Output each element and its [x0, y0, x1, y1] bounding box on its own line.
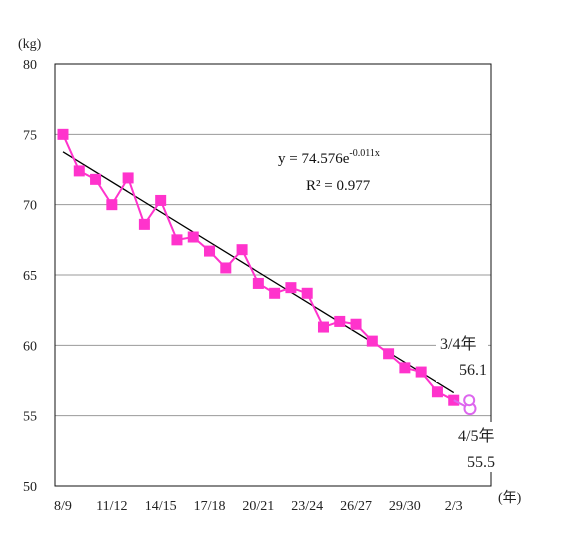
y-tick-labels: 50 55 60 65 70 75 80: [23, 58, 37, 495]
data-point: [106, 199, 118, 211]
data-point: [252, 277, 264, 289]
data-point: [399, 362, 411, 374]
gridlines: [55, 133, 491, 417]
data-point: [90, 173, 102, 185]
series-group: [57, 128, 477, 416]
projection-point: [463, 394, 476, 407]
y-tick-label: 75: [23, 128, 37, 143]
y-axis-unit: (kg): [18, 37, 42, 52]
annotation-label-1: 3/4年: [440, 335, 476, 353]
data-point: [236, 244, 248, 256]
y-tick-label: 70: [23, 199, 37, 214]
annotation-box-2: [452, 422, 512, 472]
trend-equation-base: y = 74.576e: [278, 151, 350, 167]
y-tick-label: 60: [23, 339, 37, 354]
data-point: [171, 234, 183, 246]
data-point: [187, 231, 199, 243]
y-tick-label: 50: [23, 480, 37, 495]
x-tick-label: 14/15: [145, 499, 177, 514]
data-point: [334, 315, 346, 327]
x-tick-label: 29/30: [389, 499, 421, 514]
annotation-label-2: 4/5年: [458, 427, 494, 445]
x-tick-label: 26/27: [340, 499, 372, 514]
data-point: [285, 282, 297, 294]
y-tick-label: 80: [23, 58, 37, 73]
x-tick-label: 20/21: [242, 499, 274, 514]
y-tick-label: 65: [23, 269, 37, 284]
x-tick-label: 11/12: [96, 499, 127, 514]
data-point: [383, 348, 395, 360]
data-point: [301, 287, 313, 299]
data-point: [415, 366, 427, 378]
x-tick-label: 8/9: [54, 499, 72, 514]
data-point: [350, 318, 362, 330]
annotation-value-1: 56.1: [459, 362, 487, 379]
y-tick-label: 55: [23, 410, 37, 425]
data-point: [122, 172, 134, 184]
data-point: [431, 386, 443, 398]
data-point: [155, 194, 167, 206]
x-tick-label: 17/18: [194, 499, 226, 514]
data-point: [204, 245, 216, 257]
data-point: [220, 262, 232, 274]
trend-equation-exponent: -0.011x: [349, 148, 379, 159]
x-tick-label: 2/3: [445, 499, 463, 514]
data-point: [269, 287, 281, 299]
annotation-box-1: [436, 330, 488, 382]
annotation-value-2: 55.5: [467, 454, 495, 471]
data-point: [57, 128, 69, 140]
plot-frame: [54, 63, 492, 487]
series-line: [62, 133, 455, 402]
trend-equation: y = 74.576e-0.011x: [278, 148, 380, 167]
data-point: [317, 321, 329, 333]
trend-r-squared: R² = 0.977: [306, 178, 371, 194]
data-point: [73, 165, 85, 177]
data-point: [366, 335, 378, 347]
x-tick-label: 23/24: [291, 499, 323, 514]
data-point: [138, 218, 150, 230]
x-tick-labels: 8/9 11/12 14/15 17/18 20/21 23/24 26/27 29/30 2/…: [54, 499, 463, 514]
x-axis-unit: (年): [498, 490, 522, 506]
